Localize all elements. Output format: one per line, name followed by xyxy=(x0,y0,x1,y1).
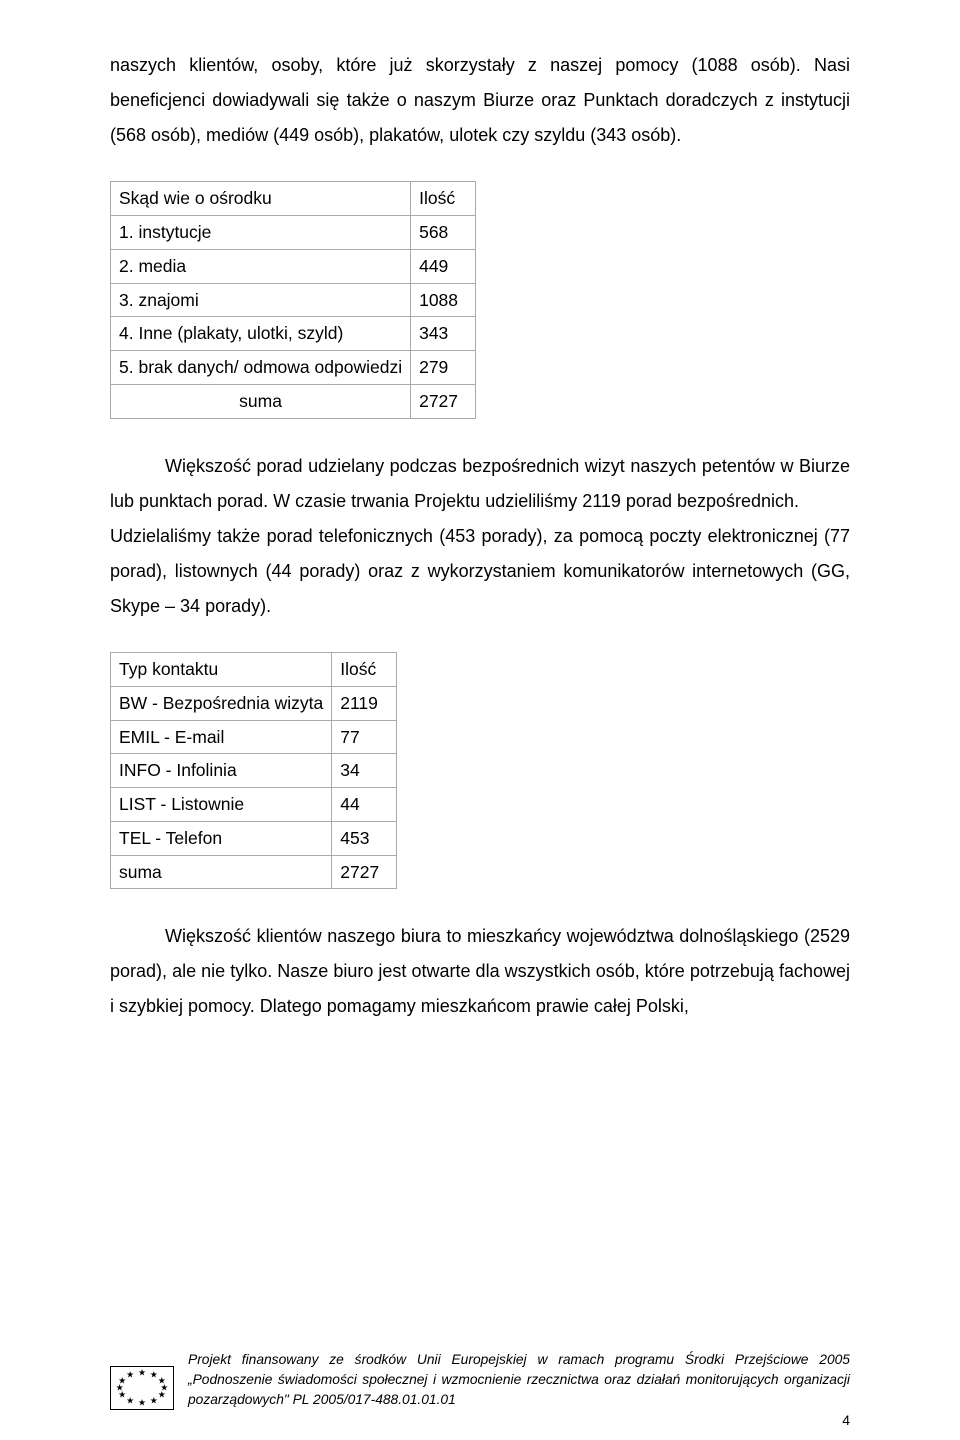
t1-r0-c2: 568 xyxy=(411,216,476,250)
paragraph-3: Udzielaliśmy także porad telefonicznych … xyxy=(110,519,850,624)
t2-r0-c1: BW - Bezpośrednia wizyta xyxy=(111,686,332,720)
t1-r2-c2: 1088 xyxy=(411,283,476,317)
t2-r4-c2: 453 xyxy=(332,821,397,855)
t1-sum-c1: suma xyxy=(111,384,411,418)
paragraph-1: naszych klientów, osoby, które już skorz… xyxy=(110,48,850,153)
t2-r2-c1: INFO - Infolinia xyxy=(111,754,332,788)
t1-r4-c2: 279 xyxy=(411,351,476,385)
t2-r5-c2: 2727 xyxy=(332,855,397,889)
table-sources: Skąd wie o ośrodku Ilość 1. instytucje 5… xyxy=(110,181,476,418)
eu-flag-icon: ★ ★ ★ ★ ★ ★ ★ ★ ★ ★ ★ ★ xyxy=(110,1366,174,1410)
t1-r4-c1: 5. brak danych/ odmowa odpowiedzi xyxy=(111,351,411,385)
footer-text: Projekt finansowany ze środków Unii Euro… xyxy=(188,1350,850,1410)
t1-r0-c1: 1. instytucje xyxy=(111,216,411,250)
t1-sum-c2: 2727 xyxy=(411,384,476,418)
footer: ★ ★ ★ ★ ★ ★ ★ ★ ★ ★ ★ ★ Projekt finansow… xyxy=(110,1350,850,1410)
t1-r1-c2: 449 xyxy=(411,249,476,283)
paragraph-4: Większość klientów naszego biura to mies… xyxy=(110,919,850,1024)
page-number: 4 xyxy=(842,1412,850,1428)
t2-r1-c2: 77 xyxy=(332,720,397,754)
t2-header-c1: Typ kontaktu xyxy=(111,653,332,687)
t2-r3-c1: LIST - Listownie xyxy=(111,788,332,822)
t2-r4-c1: TEL - Telefon xyxy=(111,821,332,855)
paragraph-2: Większość porad udzielany podczas bezpoś… xyxy=(110,449,850,519)
t2-header-c2: Ilość xyxy=(332,653,397,687)
t1-r3-c1: 4. Inne (plakaty, ulotki, szyld) xyxy=(111,317,411,351)
t1-header-c1: Skąd wie o ośrodku xyxy=(111,182,411,216)
t1-r1-c1: 2. media xyxy=(111,249,411,283)
document-page: naszych klientów, osoby, które już skorz… xyxy=(0,0,960,1440)
t2-r2-c2: 34 xyxy=(332,754,397,788)
t2-r3-c2: 44 xyxy=(332,788,397,822)
t1-r2-c1: 3. znajomi xyxy=(111,283,411,317)
t2-r0-c2: 2119 xyxy=(332,686,397,720)
t2-r1-c1: EMIL - E-mail xyxy=(111,720,332,754)
t2-r5-c1: suma xyxy=(111,855,332,889)
t1-header-c2: Ilość xyxy=(411,182,476,216)
table-contact: Typ kontaktu Ilość BW - Bezpośrednia wiz… xyxy=(110,652,397,889)
t1-r3-c2: 343 xyxy=(411,317,476,351)
